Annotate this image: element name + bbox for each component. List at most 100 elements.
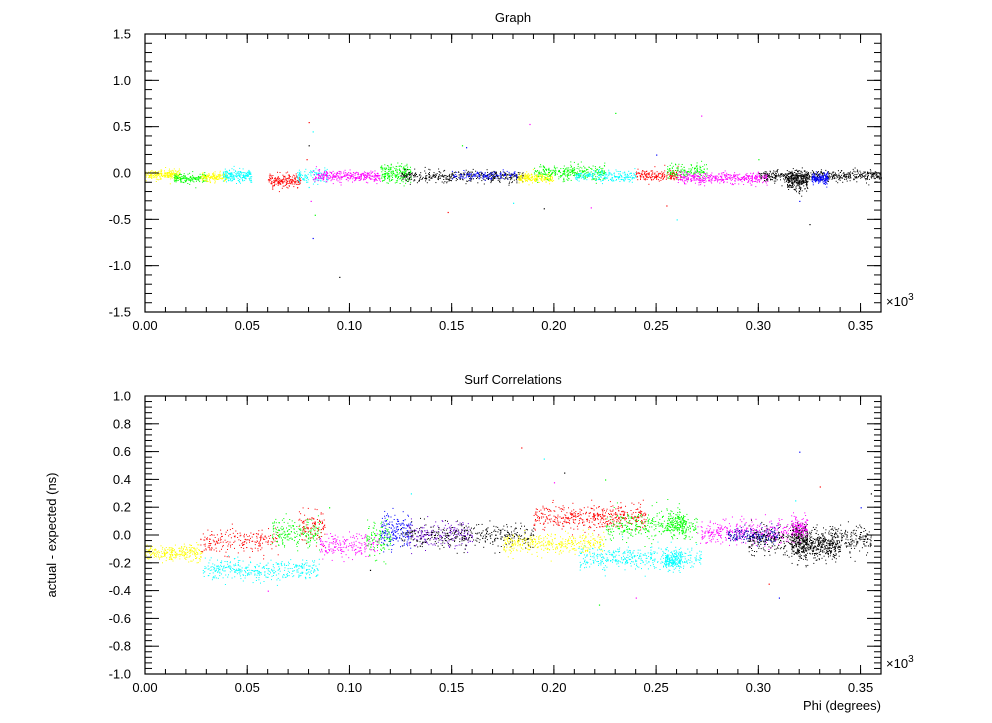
data-point (505, 173, 507, 175)
data-point (723, 179, 725, 181)
data-point (229, 176, 231, 177)
data-point (832, 176, 833, 178)
data-point (554, 167, 556, 169)
data-point (786, 173, 788, 175)
data-point (185, 559, 187, 560)
data-point (589, 174, 591, 176)
data-point (807, 174, 809, 176)
data-point (359, 174, 361, 176)
data-point (319, 169, 321, 170)
data-point (839, 177, 840, 179)
data-point (232, 180, 234, 181)
data-point (796, 178, 798, 180)
data-point (871, 177, 873, 179)
data-point (176, 176, 178, 178)
data-point (390, 164, 392, 166)
data-point (403, 174, 405, 176)
data-point (391, 178, 393, 180)
outlier-points (306, 112, 811, 278)
data-point (708, 175, 710, 177)
data-point (402, 177, 404, 178)
data-point (343, 175, 345, 177)
data-point (242, 177, 244, 178)
data-point (860, 177, 862, 179)
data-point (230, 172, 232, 174)
data-point (174, 174, 176, 176)
data-point (249, 171, 251, 173)
data-point (149, 548, 151, 550)
data-point (699, 176, 701, 178)
data-point (222, 180, 224, 182)
data-point (603, 177, 605, 179)
data-point (240, 174, 242, 176)
data-point (614, 176, 616, 177)
data-point (460, 173, 462, 175)
data-point (382, 180, 384, 181)
data-point (528, 174, 530, 176)
data-point (323, 176, 325, 178)
data-point (615, 169, 617, 171)
data-point (714, 175, 716, 177)
data-point (532, 168, 534, 170)
data-point (382, 180, 384, 182)
data-point (798, 181, 800, 183)
data-point (408, 173, 410, 175)
data-point (273, 185, 275, 187)
data-point (727, 179, 729, 180)
data-point (536, 175, 538, 177)
data-point (581, 169, 583, 171)
data-point (820, 177, 822, 179)
data-point (554, 170, 556, 171)
data-point (279, 181, 280, 183)
data-point (794, 176, 796, 178)
data-point (542, 165, 544, 167)
data-point (799, 190, 801, 192)
data-point (291, 176, 293, 178)
data-point (330, 176, 332, 178)
data-point (250, 172, 252, 174)
data-point (276, 178, 278, 180)
data-point (863, 175, 864, 177)
data-point (337, 180, 339, 182)
data-point (165, 173, 167, 175)
data-point (850, 177, 851, 179)
data-point (789, 186, 791, 188)
data-point (155, 174, 157, 176)
data-point (407, 166, 409, 168)
data-point (324, 171, 326, 173)
data-point (805, 172, 807, 174)
data-point (272, 175, 274, 176)
data-point (723, 173, 725, 175)
data-point (203, 180, 204, 182)
data-point (152, 552, 153, 554)
data-point (787, 173, 789, 175)
data-point (282, 179, 284, 181)
data-point (759, 174, 761, 176)
data-point (655, 175, 657, 176)
data-point (383, 176, 385, 178)
data-point (604, 177, 606, 179)
data-point (411, 172, 413, 174)
data-point (802, 178, 804, 180)
data-point (507, 174, 509, 176)
data-point (223, 176, 225, 178)
data-point (822, 181, 824, 183)
data-point (369, 176, 371, 178)
data-point (796, 177, 798, 179)
data-point (162, 562, 163, 564)
data-point (549, 178, 551, 180)
data-point (795, 180, 797, 182)
data-point (480, 177, 482, 179)
data-point (792, 168, 794, 170)
data-point (176, 173, 178, 175)
data-point (878, 175, 880, 177)
data-point (604, 174, 606, 176)
data-point (520, 175, 522, 177)
data-point (315, 176, 317, 178)
data-point (777, 169, 779, 170)
data-point (509, 179, 511, 181)
data-point (633, 172, 635, 174)
data-point (758, 171, 760, 173)
data-point (290, 183, 292, 185)
data-point (780, 173, 781, 175)
